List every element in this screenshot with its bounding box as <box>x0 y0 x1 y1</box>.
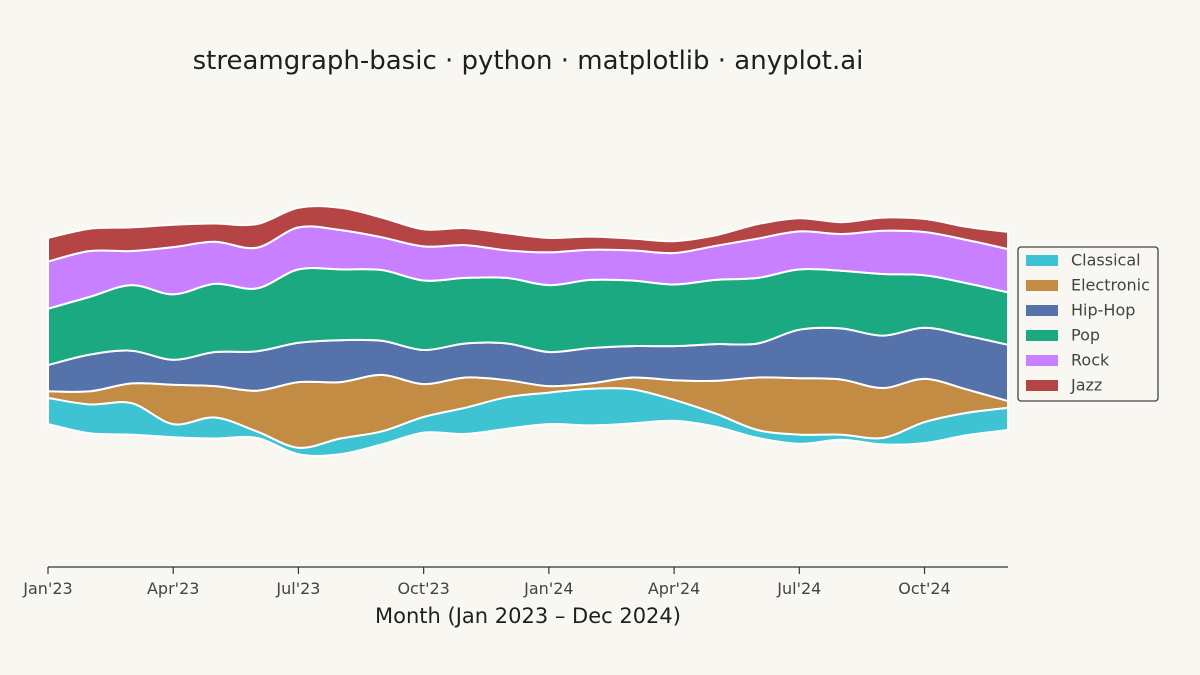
legend-label: Jazz <box>1070 376 1102 395</box>
x-tick-label: Oct'24 <box>898 579 950 598</box>
legend: Classical Electronic Hip-Hop Pop Rock Jazz <box>1017 246 1159 402</box>
legend-swatch <box>1026 330 1058 341</box>
legend-swatch <box>1026 355 1058 366</box>
legend-label: Electronic <box>1071 276 1150 295</box>
x-tick-label: Jul'23 <box>275 579 320 598</box>
x-tick-label: Apr'23 <box>147 579 199 598</box>
legend-label: Pop <box>1071 326 1100 345</box>
stream-layers <box>47 205 1009 457</box>
x-tick-label: Jan'24 <box>523 579 573 598</box>
legend-swatch <box>1026 305 1058 316</box>
legend-label: Hip-Hop <box>1071 301 1135 320</box>
chart-title: streamgraph-basic · python · matplotlib … <box>193 46 864 76</box>
x-axis-label: Month (Jan 2023 – Dec 2024) <box>375 604 681 628</box>
legend-swatch <box>1026 280 1058 291</box>
legend-label: Classical <box>1071 251 1141 270</box>
legend-swatch <box>1026 380 1058 391</box>
x-tick-label: Apr'24 <box>648 579 700 598</box>
x-tick-label: Jan'23 <box>22 579 72 598</box>
x-axis: Jan'23 Apr'23 Jul'23 Oct'23 Jan'24 Apr'24 Jul'… <box>22 566 1008 598</box>
legend-label: Rock <box>1071 351 1110 370</box>
x-tick-label: Jul'24 <box>776 579 821 598</box>
stream-jazz <box>47 205 1009 263</box>
legend-swatch <box>1026 255 1058 266</box>
x-tick-label: Oct'23 <box>397 579 449 598</box>
